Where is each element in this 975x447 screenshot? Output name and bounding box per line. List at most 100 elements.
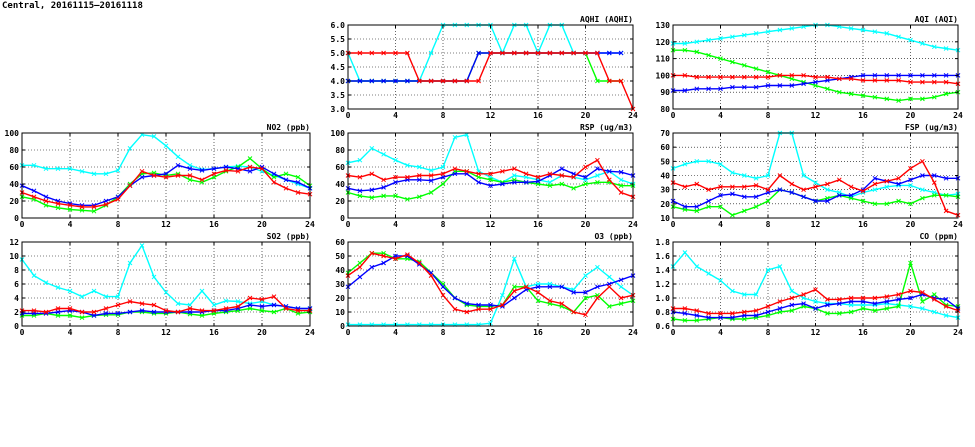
aqhi-point-red [606,78,612,84]
no2-point-green [79,207,85,213]
aqi-point-blue [789,83,795,88]
aqhi-point-blue [606,50,612,56]
no2-point-blue [31,188,37,194]
aqi-ytick-label: 100 [656,71,671,80]
fsp-point-red [848,184,854,190]
rsp-point-cyan [369,145,375,151]
aqi-xtick-label: 8 [766,111,771,120]
fsp-point-red [813,184,818,190]
o3-point-blue [369,264,375,270]
aqi-point-red [931,79,937,85]
aqi-point-blue [753,84,759,90]
rsp-point-blue [559,166,565,172]
aqhi-point-blue [476,50,481,56]
co-ytick-label: 1.8 [656,238,671,247]
so2-point-red [211,308,217,313]
fsp-ytick-label: 30 [660,186,670,195]
fsp-point-green [718,204,723,210]
aqhi-point-red [428,78,434,84]
so2-ytick-label: 4 [14,294,19,303]
rsp-point-red [464,168,470,174]
aqi-xtick-label: 0 [671,111,676,120]
aqi-point-cyan [706,37,711,43]
co-ytick-label: 1.2 [656,280,671,289]
so2-point-red [187,306,193,311]
aqhi-point-red [500,50,505,56]
rsp-point-blue [595,166,600,172]
rsp-point-blue [357,188,363,194]
so2-point-red [103,306,109,311]
rsp-point-green [547,183,553,189]
o3-point-cyan [618,284,624,290]
co-point-cyan [848,302,854,308]
so2-point-red [163,308,169,313]
fsp-panel: 0 4 8 12 16 20 24 10 20 30 40 50 60 70 FSP (ug/m3) [660,123,963,229]
co-point-red [920,290,925,295]
o3-point-red [571,309,576,315]
rsp-point-cyan [393,157,398,163]
fsp-point-red [860,188,866,194]
o3-point-red [547,298,553,304]
fsp-point-blue [777,187,783,193]
aqi-point-cyan [718,36,723,41]
co-ytick-label: 0.6 [656,322,671,331]
fsp-point-green [884,201,890,207]
no2-point-green [247,156,253,161]
no2-point-blue [199,168,205,173]
aqi-point-red [765,74,771,80]
aqi-point-cyan [896,34,901,40]
aqhi-point-red [440,78,446,84]
no2-point-red [43,198,49,204]
so2-point-red [295,308,301,313]
no2-point-cyan [151,134,157,139]
co-point-blue [825,302,830,308]
aqi-point-red [896,78,901,83]
no2-point-blue [211,166,217,172]
aqi-point-cyan [765,29,771,35]
rsp-point-red [500,168,505,174]
co-point-green [848,309,854,315]
no2-point-green [295,174,301,180]
o3-panel: 0 4 8 12 16 20 24 0 10 20 30 40 50 60 O3 (ppb) [335,232,638,337]
aqi-point-green [718,56,723,61]
co-point-red [896,292,901,297]
co-point-red [801,292,806,297]
o3-point-blue [595,284,600,290]
so2-point-red [31,308,37,313]
co-point-blue [753,313,759,318]
o3-point-green [535,298,541,304]
rsp-xtick-label: 12 [486,220,496,229]
so2-point-cyan [211,302,217,308]
co-point-red [872,295,878,301]
fsp-xtick-label: 24 [953,220,963,229]
o3-point-blue [559,284,565,290]
co-point-cyan [730,288,735,294]
o3-ytick-label: 60 [335,238,345,247]
no2-point-cyan [187,162,193,168]
no2-point-red [103,202,109,207]
co-panel: 0 4 8 12 16 20 24 0.6 0.8 1.0 1.2 1.4 1.6 1.8 CO (ppm) [656,232,963,337]
co-point-green [694,318,700,323]
fsp-point-blue [682,204,688,210]
aqhi-ytick-label: 6.0 [331,21,346,30]
aqi-point-green [694,49,700,55]
co-ytick-label: 1.0 [656,294,671,303]
fsp-point-blue [694,204,700,210]
rsp-point-green [428,190,434,195]
fsp-point-green [943,192,949,198]
aqhi-point-red [547,50,553,56]
aqhi-point-blue [381,78,386,84]
co-point-green [777,309,783,315]
rsp-xtick-label: 4 [393,220,398,229]
rsp-point-red [511,166,517,172]
aqi-point-red [718,74,723,80]
rsp-point-blue [381,185,386,190]
so2-point-cyan [127,260,133,266]
co-point-cyan [706,271,711,276]
no2-xtick-label: 0 [20,220,25,229]
o3-point-blue [464,301,470,306]
fsp-point-red [765,187,771,193]
aqhi-point-blue [357,78,363,84]
fsp-point-cyan [741,173,747,178]
